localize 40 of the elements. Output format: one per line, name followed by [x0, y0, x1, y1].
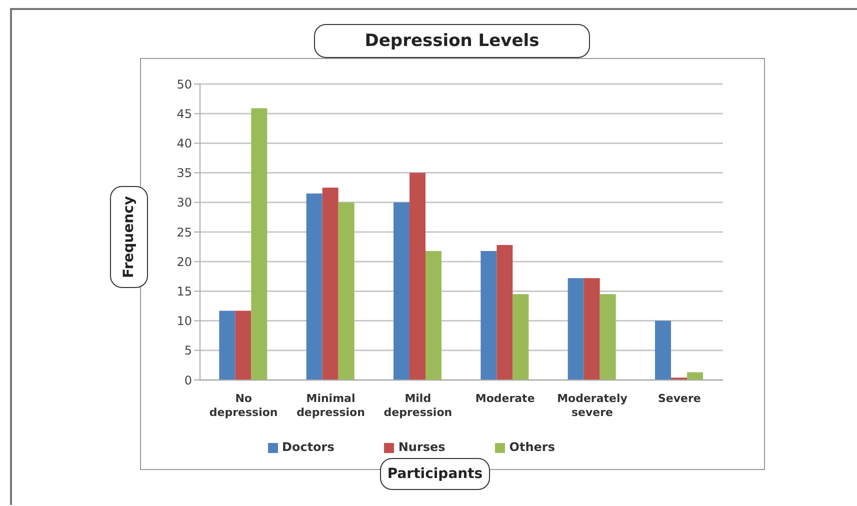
legend-label: Doctors — [282, 440, 334, 454]
bar — [235, 310, 252, 380]
legend-label: Nurses — [398, 440, 446, 454]
x-tick-label: Moderate — [475, 392, 535, 405]
bar — [655, 320, 672, 380]
y-tick-label: 10 — [176, 314, 192, 328]
bar — [480, 250, 497, 380]
chart-title: Depression Levels — [314, 24, 590, 58]
y-tick-label: 0 — [184, 373, 192, 388]
y-tick-label: 20 — [176, 254, 192, 269]
x-tick-label: Minimal depression — [296, 392, 365, 419]
bar — [426, 250, 442, 380]
x-tick-label: No depression — [209, 392, 278, 419]
x-tick-label: Moderately severe — [557, 392, 628, 419]
bar — [338, 202, 354, 380]
bar — [219, 310, 236, 380]
y-tick-label: 5 — [184, 344, 192, 358]
y-tick-label: 35 — [176, 166, 192, 180]
y-tick-label: 45 — [176, 106, 192, 121]
x-axis-title: Participants — [380, 458, 490, 490]
bar — [568, 278, 584, 380]
x-tick-label: Severe — [658, 392, 701, 405]
y-tick-label: 25 — [176, 225, 192, 240]
y-tick-label: 30 — [176, 196, 192, 210]
y-tick-label: 50 — [176, 77, 192, 92]
y-tick-label: 40 — [176, 136, 192, 150]
bar — [687, 372, 704, 380]
bar — [512, 294, 529, 380]
bar — [410, 172, 426, 380]
bar — [496, 245, 513, 380]
bar — [584, 278, 600, 380]
bar — [251, 108, 268, 380]
legend-label: Others — [509, 440, 555, 454]
x-tick-label: Mild depression — [384, 392, 452, 419]
bar — [322, 188, 338, 380]
bar — [394, 202, 410, 380]
bar — [306, 194, 322, 380]
y-axis-title: Frequency — [121, 196, 138, 278]
bar — [600, 294, 616, 380]
y-tick-label: 15 — [176, 284, 192, 298]
